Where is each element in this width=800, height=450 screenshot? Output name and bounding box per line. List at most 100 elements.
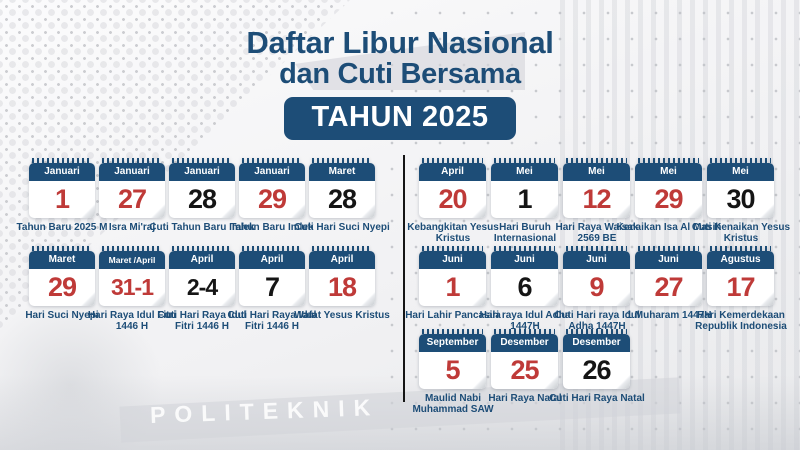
tear-off-calendar: Desember 26 bbox=[563, 329, 630, 389]
calendar-page: 26 bbox=[563, 352, 630, 389]
calendar-month-label: Mei bbox=[635, 163, 702, 181]
calendar-date: 9 bbox=[589, 272, 604, 302]
calendar-month-label: Januari bbox=[169, 163, 235, 181]
calendar-page: 20 bbox=[419, 181, 486, 218]
tear-off-calendar: Januari 28 bbox=[169, 158, 235, 218]
calendar-page: 29 bbox=[239, 181, 305, 218]
holiday-card: Agustus 17 Hari Kemerdekaan Republik Ind… bbox=[695, 246, 787, 334]
holiday-name: Cuti Hari Suci Nyepi bbox=[294, 222, 390, 233]
calendar-page: 18 bbox=[309, 269, 375, 306]
holiday-card: April 18 Wafat Yesus Kristus bbox=[294, 246, 390, 334]
calendar-date: 26 bbox=[582, 355, 611, 385]
calendar-month-label: April bbox=[169, 251, 235, 269]
calendar-date: 30 bbox=[726, 184, 755, 214]
calendar-page: 12 bbox=[563, 181, 630, 218]
calendar-date: 1 bbox=[445, 272, 460, 302]
calendar-page: 28 bbox=[169, 181, 235, 218]
calendar-page: 1 bbox=[491, 181, 558, 218]
page-curl-icon bbox=[81, 204, 95, 218]
page-curl-icon bbox=[361, 204, 375, 218]
calendar-month-label: Mei bbox=[707, 163, 774, 181]
year-badge: TAHUN 2025 bbox=[283, 96, 517, 140]
calendar-page: 5 bbox=[419, 352, 486, 389]
page-curl-icon bbox=[616, 204, 630, 218]
page-curl-icon bbox=[616, 375, 630, 389]
building-signage-text: POLITEKNIK bbox=[149, 394, 380, 428]
calendar-month-label: Juni bbox=[419, 251, 486, 269]
tear-off-calendar: Juni 9 bbox=[563, 246, 630, 306]
tear-off-calendar: Mei 12 bbox=[563, 158, 630, 218]
calendar-page: 30 bbox=[707, 181, 774, 218]
calendar-page: 1 bbox=[29, 181, 95, 218]
calendar-month-label: Juni bbox=[563, 251, 630, 269]
poster-title-line2: dan Cuti Bersama bbox=[279, 58, 521, 91]
calendar-month-label: Agustus bbox=[707, 251, 774, 269]
calendar-date: 27 bbox=[654, 272, 683, 302]
calendar-date: 5 bbox=[445, 355, 460, 385]
calendar-month-label: Juni bbox=[491, 251, 558, 269]
calendar-month-label: April bbox=[309, 251, 375, 269]
calendar-month-label: Januari bbox=[29, 163, 95, 181]
tear-off-calendar: April 18 bbox=[309, 246, 375, 306]
tear-off-calendar: Maret /April 31-1 bbox=[99, 246, 165, 306]
calendar-date: 1 bbox=[54, 184, 70, 214]
poster-title-line1: Daftar Libur Nasional bbox=[246, 25, 554, 60]
tear-off-calendar: Juni 6 bbox=[491, 246, 558, 306]
calendar-page: 9 bbox=[563, 269, 630, 306]
page-curl-icon bbox=[616, 292, 630, 306]
page-curl-icon bbox=[544, 292, 558, 306]
page-curl-icon bbox=[151, 204, 165, 218]
holiday-grid-bottom: September 5 Maulid Nabi Muhammad SAW Des… bbox=[412, 329, 645, 417]
tear-off-calendar: Maret 29 bbox=[29, 246, 95, 306]
calendar-date: 7 bbox=[264, 272, 280, 302]
tear-off-calendar: Januari 29 bbox=[239, 158, 305, 218]
vertical-divider bbox=[403, 155, 405, 402]
page-curl-icon bbox=[221, 292, 235, 306]
calendar-page: 2-4 bbox=[169, 269, 235, 306]
tear-off-calendar: Juni 1 bbox=[419, 246, 486, 306]
tear-off-calendar: September 5 bbox=[419, 329, 486, 389]
calendar-date: 29 bbox=[47, 272, 77, 302]
holiday-grid-right: April 20 Kebangkitan Yesus Kristus Mei 1… bbox=[405, 158, 790, 334]
calendar-month-label: Mei bbox=[491, 163, 558, 181]
calendar-date: 18 bbox=[327, 272, 357, 302]
calendar-date: 20 bbox=[438, 184, 467, 214]
calendar-month-label: Desember bbox=[563, 334, 630, 352]
calendar-page: 31-1 bbox=[99, 268, 165, 306]
page-curl-icon bbox=[472, 204, 486, 218]
tear-off-calendar: Januari 27 bbox=[99, 158, 165, 218]
calendar-month-label: April bbox=[239, 251, 305, 269]
tear-off-calendar: Agustus 17 bbox=[707, 246, 774, 306]
holiday-name: Wafat Yesus Kristus bbox=[294, 310, 390, 321]
calendar-date: 28 bbox=[187, 184, 217, 214]
page-curl-icon bbox=[361, 292, 375, 306]
calendar-month-label: April bbox=[419, 163, 486, 181]
page-curl-icon bbox=[760, 204, 774, 218]
calendar-month-label: Juni bbox=[635, 251, 702, 269]
page-curl-icon bbox=[688, 292, 702, 306]
tear-off-calendar: Juni 27 bbox=[635, 246, 702, 306]
calendar-page: 17 bbox=[707, 269, 774, 306]
holiday-name: Hari Kemerdekaan Republik Indonesia bbox=[695, 310, 787, 333]
tear-off-calendar: Mei 29 bbox=[635, 158, 702, 218]
page-curl-icon bbox=[151, 291, 165, 306]
page-curl-icon bbox=[291, 204, 305, 218]
tear-off-calendar: Mei 30 bbox=[707, 158, 774, 218]
tear-off-calendar: April 20 bbox=[419, 158, 486, 218]
page-curl-icon bbox=[760, 292, 774, 306]
calendar-page: 29 bbox=[635, 181, 702, 218]
holiday-name: Cuti Hari Raya Natal bbox=[549, 393, 645, 404]
holiday-name: Cuti Kenaikan Yesus Kristus bbox=[691, 222, 791, 245]
calendar-page: 1 bbox=[419, 269, 486, 306]
calendar-date: 29 bbox=[654, 184, 683, 214]
title-block: Daftar Libur Nasional dan Cuti Bersama T… bbox=[0, 26, 800, 140]
calendar-date: 6 bbox=[517, 272, 532, 302]
calendar-date: 2-4 bbox=[186, 274, 218, 300]
page-curl-icon bbox=[221, 204, 235, 218]
calendar-month-label: Maret bbox=[309, 163, 375, 181]
tear-off-calendar: April 2-4 bbox=[169, 246, 235, 306]
calendar-month-label: Mei bbox=[563, 163, 630, 181]
calendar-date: 28 bbox=[327, 184, 357, 214]
page-curl-icon bbox=[81, 292, 95, 306]
calendar-page: 27 bbox=[99, 181, 165, 218]
